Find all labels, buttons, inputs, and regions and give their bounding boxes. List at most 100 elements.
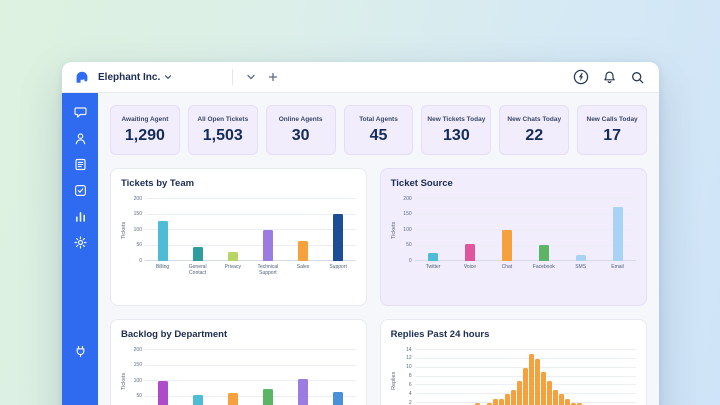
- y-tick-label: 100: [133, 226, 142, 233]
- quick-actions-button[interactable]: [571, 67, 591, 87]
- grid-line: [145, 244, 356, 246]
- stat-value: 1,290: [124, 127, 165, 144]
- y-tick-label: 200: [403, 195, 412, 202]
- chevron-down-icon: [245, 71, 257, 83]
- sidebar-item-tasks[interactable]: [74, 184, 87, 197]
- x-axis: Billing General Contact Privacy Technical S…: [145, 264, 356, 276]
- search-icon: [630, 70, 645, 85]
- y-tick-label: 6: [408, 381, 412, 388]
- grid-line: [145, 198, 356, 199]
- y-tick-label: 150: [403, 211, 412, 217]
- grid-line: [414, 366, 636, 368]
- panel-backlog-by-department: Backlog by Department Tickets05010015020…: [110, 319, 367, 405]
- plug-icon: [74, 345, 87, 358]
- bar: [516, 381, 522, 405]
- bar-slot: [546, 381, 552, 405]
- panel-tickets-by-team: Tickets by Team Tickets 0 50 100 150 200 Billi…: [110, 168, 367, 306]
- bar: [157, 381, 168, 405]
- bar: [534, 359, 540, 405]
- bar: [157, 221, 168, 261]
- tickets-by-team-chart: Tickets 0 50 100 150 200 Billing General Contac…: [121, 196, 356, 276]
- bar: [333, 392, 344, 405]
- bell-icon: [602, 70, 617, 85]
- bar-group: [145, 199, 356, 261]
- bar-slot: [215, 393, 250, 405]
- panel-title: Ticket Source: [390, 178, 453, 189]
- bar: [564, 399, 570, 405]
- y-tick-label: 12: [406, 355, 412, 362]
- bar: [474, 403, 480, 405]
- add-tab-button[interactable]: [265, 69, 281, 85]
- search-button[interactable]: [628, 68, 647, 87]
- bar-slot: [285, 241, 320, 261]
- sidebar: [62, 93, 98, 405]
- elephant-logo-icon: [74, 69, 90, 85]
- bar-slot: [528, 354, 534, 405]
- bar-slot: [145, 221, 180, 261]
- y-tick-label: 14: [406, 346, 412, 353]
- plot-wrap: 0 50 100 150 200 Billing General Contact Privac…: [127, 196, 356, 276]
- sidebar-item-reports[interactable]: [74, 210, 87, 223]
- y-tick-label: 4: [408, 390, 412, 397]
- stat-value: 30: [291, 127, 310, 144]
- x-tick-label: Email: [611, 264, 624, 270]
- bar: [504, 394, 510, 405]
- tab-collapse-button[interactable]: [243, 69, 259, 85]
- bar: [492, 399, 498, 405]
- stat-value: 45: [369, 127, 388, 144]
- x-tick-label: Voice: [463, 264, 477, 270]
- sidebar-item-conversations[interactable]: [73, 106, 87, 119]
- y-tick-label: 0: [139, 257, 142, 264]
- bar: [575, 255, 586, 261]
- ticket-source-chart: Tickets 0 50 100 150 200 Twitter Voice Chat Faceb…: [391, 195, 636, 270]
- bar: [428, 253, 439, 261]
- bar-slot: [564, 399, 570, 405]
- sidebar-item-knowledge-base[interactable]: [74, 158, 87, 171]
- stat-value: 130: [443, 127, 470, 144]
- y-tick-label: 150: [133, 362, 142, 368]
- bar: [558, 394, 564, 405]
- y-tick-label: 150: [133, 211, 142, 217]
- agent-avatar[interactable]: [72, 372, 89, 389]
- bar-slot: [510, 390, 516, 405]
- bar: [540, 372, 546, 405]
- sidebar-item-contacts[interactable]: [74, 132, 87, 145]
- sidebar-item-settings[interactable]: [73, 236, 87, 249]
- charts-row-1: Tickets by Team Tickets 0 50 100 150 200 Billi…: [110, 168, 647, 306]
- grid-line: [145, 395, 356, 397]
- y-tick-label: 100: [403, 226, 412, 233]
- bar: [498, 399, 504, 405]
- grid-line: [145, 364, 356, 366]
- x-tick-label: Twitter: [425, 264, 441, 270]
- x-tick-label: Facebook: [532, 264, 555, 270]
- stat-label: Online Agents: [278, 116, 323, 123]
- bar-group: [145, 350, 356, 405]
- panel-replies-past-24-hours: Replies Past 24 hours Replies02468101214: [379, 319, 647, 405]
- y-tick-label: 0: [408, 257, 412, 264]
- charts-row-2: Backlog by Department Tickets05010015020…: [110, 319, 647, 405]
- dashboard: Awaiting Agent 1,290 All Open Tickets 1,…: [98, 93, 659, 405]
- bar-slot: [552, 390, 558, 405]
- agent-avatar[interactable]: [72, 395, 89, 405]
- stat-card-total-agents: Total Agents 45: [343, 105, 414, 155]
- y-tick-label: 10: [406, 364, 412, 371]
- document-icon: [74, 158, 87, 171]
- panel-title: Backlog by Department: [121, 329, 228, 340]
- bar-group: [415, 350, 636, 405]
- grid-line: [414, 244, 636, 246]
- stat-label: New Chats Today: [507, 116, 562, 123]
- company-switcher[interactable]: Elephant Inc.: [96, 70, 174, 85]
- bar-chart-icon: [74, 210, 87, 223]
- bar: [192, 395, 203, 405]
- x-tick-label: Sales: [296, 264, 310, 270]
- notifications-button[interactable]: [600, 68, 619, 87]
- sidebar-item-integrations[interactable]: [74, 345, 87, 358]
- y-tick-label: 50: [406, 242, 412, 248]
- bar-slot: [570, 403, 576, 405]
- y-axis-label: Tickets: [121, 221, 127, 239]
- bar-slot: [145, 381, 180, 405]
- grid-line: [145, 349, 356, 350]
- titlebar-actions: [571, 67, 647, 87]
